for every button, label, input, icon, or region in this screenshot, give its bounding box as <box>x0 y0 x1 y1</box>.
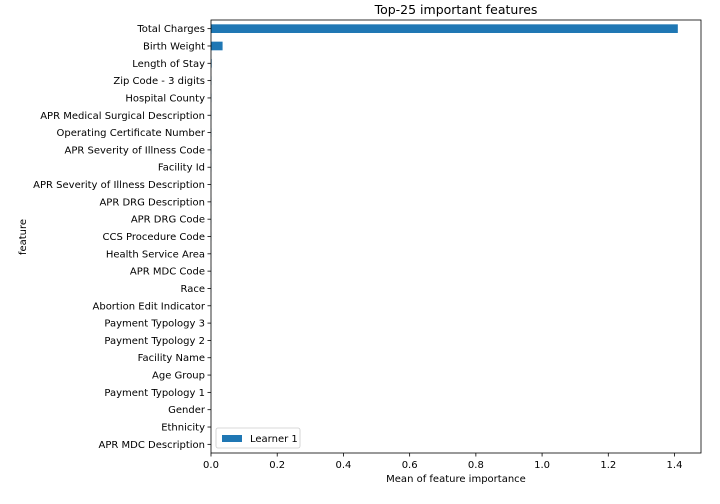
chart-title: Top-25 important features <box>374 2 538 17</box>
x-tick-label: 0.4 <box>335 460 351 471</box>
y-axis-label: feature <box>18 219 29 255</box>
y-tick-label: Hospital County <box>125 93 205 104</box>
x-tick-label: 1.2 <box>600 460 616 471</box>
y-tick-label: Payment Typology 1 <box>104 388 205 399</box>
y-tick-label: Payment Typology 3 <box>104 319 205 330</box>
y-tick-label: Age Group <box>152 371 205 382</box>
y-tick-label: CCS Procedure Code <box>102 232 205 243</box>
y-tick-label: Health Service Area <box>106 249 205 260</box>
y-tick-label: Total Charges <box>136 24 205 35</box>
x-tick-label: 1.4 <box>667 460 683 471</box>
y-tick-label: APR MDC Code <box>130 267 205 278</box>
y-tick-label: APR Severity of Illness Description <box>33 180 205 191</box>
y-tick-label: Abortion Edit Indicator <box>93 301 206 312</box>
bars-group <box>211 24 678 449</box>
y-tick-label: Gender <box>168 405 206 416</box>
legend-label: Learner 1 <box>250 434 298 445</box>
y-tick-label: APR DRG Code <box>131 215 205 226</box>
y-tick-label: Payment Typology 2 <box>104 336 205 347</box>
x-tick-label: 0.2 <box>269 460 285 471</box>
y-tick-label: Race <box>180 284 205 295</box>
x-tick-label: 1.0 <box>534 460 550 471</box>
x-axis-label: Mean of feature importance <box>386 474 526 485</box>
y-tick-label: APR MDC Description <box>99 440 205 451</box>
y-tick-label: APR DRG Description <box>99 197 205 208</box>
legend-frame <box>215 427 301 449</box>
bar <box>211 24 678 33</box>
y-tick-label: Ethnicity <box>161 423 205 434</box>
y-axis: Total Charges Birth Weight Length of Stay Z… <box>33 24 211 451</box>
y-tick-label: Facility Name <box>138 353 205 364</box>
y-tick-label: Zip Code - 3 digits <box>113 76 205 87</box>
plot-frame <box>210 19 702 454</box>
y-tick-label: Facility Id <box>158 163 205 174</box>
x-axis: 0.0 0.2 0.4 0.6 0.8 1.0 1.2 1.4 <box>203 453 682 471</box>
bar <box>211 41 223 51</box>
legend-swatch <box>222 435 242 442</box>
x-tick-label: 0.0 <box>203 460 219 471</box>
y-tick-label: Length of Stay <box>132 59 205 70</box>
y-tick-label: Operating Certificate Number <box>57 128 206 139</box>
y-tick-label: APR Medical Surgical Description <box>40 111 205 122</box>
legend: Learner 1 <box>215 427 301 449</box>
x-tick-label: 0.6 <box>402 460 418 471</box>
y-tick-label: Birth Weight <box>143 41 205 52</box>
x-tick-label: 0.8 <box>468 460 484 471</box>
y-tick-label: APR Severity of Illness Code <box>65 145 206 156</box>
